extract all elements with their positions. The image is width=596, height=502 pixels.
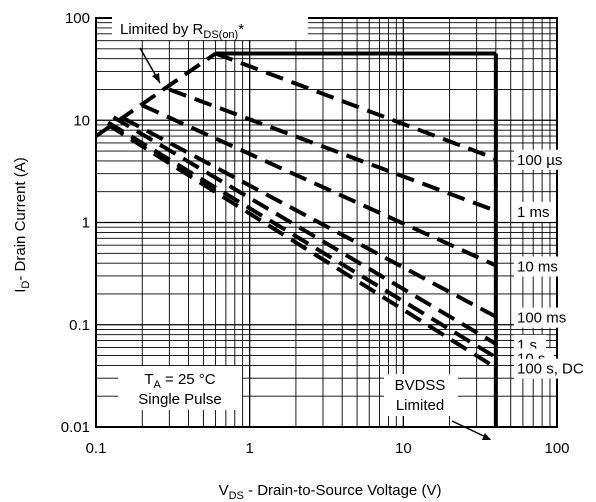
plot-frame bbox=[95, 17, 558, 428]
pulse-label-background bbox=[514, 358, 594, 379]
pulse-label-background bbox=[514, 149, 570, 170]
pulse-line-2 bbox=[141, 103, 497, 268]
limit-lines bbox=[94, 51, 498, 427]
rds-annotation-text: Limited by RDS(on)* bbox=[120, 21, 244, 41]
ambient-temperature-label: TA = 25 °C bbox=[144, 371, 215, 391]
temperature-annotation: TA = 25 °C Single Pulse bbox=[118, 366, 242, 410]
bvdss-label-line-2: Limited bbox=[396, 397, 444, 414]
rds-annotation-background bbox=[112, 16, 308, 40]
pulse-line-4 bbox=[112, 115, 497, 346]
bvdss-annotation: BVDSS Limited bbox=[384, 374, 491, 440]
y-tick-label: 100 bbox=[65, 10, 90, 27]
pulse-line-6 bbox=[107, 123, 497, 370]
pulse-label: 100 µs bbox=[517, 152, 562, 169]
pulse-label: 1 ms bbox=[517, 204, 550, 221]
rds-annotation-arrowhead bbox=[152, 73, 160, 83]
pulse-line-0 bbox=[214, 51, 497, 161]
rds-annotation: Limited by RDS(on)* bbox=[112, 16, 308, 84]
pulse-label: 100 ms bbox=[517, 310, 566, 327]
x-axis-title: VDS - Drain-to-Source Voltage (V) bbox=[219, 482, 442, 502]
y-tick-label: 10 bbox=[73, 112, 90, 129]
x-tick-label: 0.1 bbox=[86, 440, 107, 457]
pulse-line-1 bbox=[168, 87, 497, 213]
bvdss-annotation-arrow bbox=[451, 420, 491, 440]
x-tick-labels: 0.1 1 10 100 bbox=[86, 440, 570, 457]
pulse-label: 10 ms bbox=[517, 258, 558, 275]
x-tick-label: 1 bbox=[245, 440, 253, 457]
y-tick-labels: 0.01 0.1 1 10 100 bbox=[61, 10, 90, 436]
grid bbox=[96, 18, 557, 427]
pulse-label: 100 s, DC bbox=[517, 361, 584, 378]
y-axis-title: ID- Drain Current (A) bbox=[12, 157, 32, 292]
pulse-duration-lines bbox=[107, 51, 497, 370]
single-pulse-label: Single Pulse bbox=[138, 391, 221, 408]
bvdss-label-line-1: BVDSS bbox=[395, 377, 446, 394]
pulse-label-background bbox=[514, 201, 554, 222]
pulse-label-background bbox=[514, 307, 570, 328]
pulse-label-background bbox=[514, 256, 562, 277]
pulse-line-5 bbox=[107, 120, 497, 360]
y-tick-label: 0.01 bbox=[61, 419, 90, 436]
temperature-annotation-background bbox=[118, 366, 242, 410]
y-tick-label: 1 bbox=[82, 215, 90, 232]
bvdss-annotation-arrowhead bbox=[482, 433, 491, 440]
rds-on-limit-line bbox=[94, 51, 217, 138]
pulse-line-3 bbox=[122, 116, 497, 319]
x-tick-label: 100 bbox=[544, 440, 569, 457]
x-tick-label: 10 bbox=[395, 440, 412, 457]
bvdss-annotation-background bbox=[384, 374, 458, 416]
y-tick-label: 0.1 bbox=[69, 317, 90, 334]
